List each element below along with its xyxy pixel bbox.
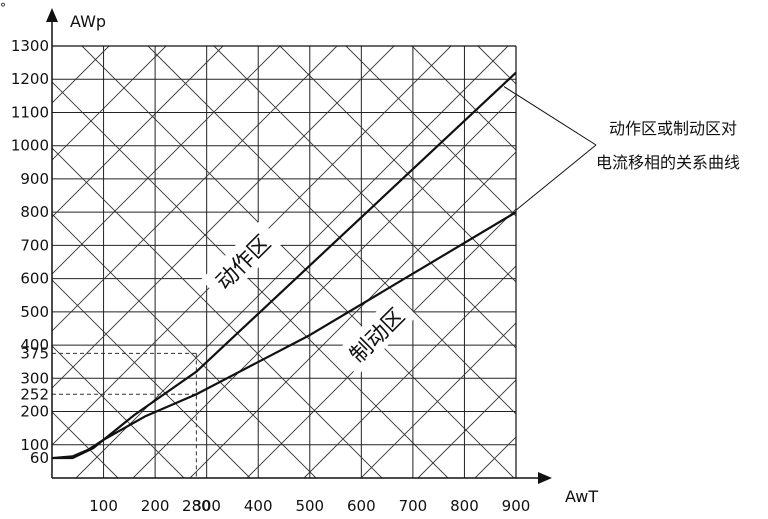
x-tick-label: 100 xyxy=(89,497,118,515)
hatch-line-falling xyxy=(610,46,768,478)
y-tick-label: 60 xyxy=(30,449,49,467)
annotation-line-2: 电流移相的关系曲线 xyxy=(596,153,740,172)
hatch-line-rising xyxy=(52,46,338,332)
hatch-line-rising xyxy=(189,151,516,478)
x-tick-label: 280 xyxy=(182,497,211,515)
y-tick-label: 200 xyxy=(20,403,49,421)
reference-lines xyxy=(52,352,197,478)
hatch-line-rising xyxy=(52,46,281,275)
x-tick-label: 200 xyxy=(141,497,170,515)
hatch-line-falling xyxy=(742,46,768,478)
y-tick-label: 1100 xyxy=(11,103,49,121)
x-tick-label: 900 xyxy=(502,497,531,515)
x-tick-label: 500 xyxy=(295,497,324,515)
hatch-line-falling xyxy=(477,46,516,85)
y-tick-label: 252 xyxy=(20,385,49,403)
annotation-leader-line xyxy=(515,144,597,211)
hatch-line-rising xyxy=(132,94,516,478)
diagonal-hatching xyxy=(52,46,768,478)
hatch-line-rising xyxy=(417,379,516,478)
annotation-leader-line xyxy=(503,86,597,146)
hatch-line-falling xyxy=(52,213,317,478)
hatch-line-falling xyxy=(147,46,516,415)
hatch-line-falling xyxy=(345,46,516,217)
hatch-line-falling xyxy=(213,46,516,349)
y-tick-label: 500 xyxy=(20,303,49,321)
y-tick-label: 100 xyxy=(20,436,49,454)
region-label-group: 制动区 xyxy=(335,293,418,376)
x-axis-arrow xyxy=(538,472,552,484)
x-tick-label: 600 xyxy=(347,497,376,515)
hatch-line-falling xyxy=(52,279,251,478)
hatch-line-falling xyxy=(544,46,768,478)
y-tick-label: 1200 xyxy=(11,70,49,88)
y-tick-label: 900 xyxy=(20,170,49,188)
y-tick-label: 800 xyxy=(20,203,49,221)
hatch-line-rising xyxy=(474,436,516,478)
hatch-line-rising xyxy=(75,46,509,478)
hatch-line-rising xyxy=(52,46,395,389)
hatch-line-falling xyxy=(411,46,516,151)
plot-frame xyxy=(52,45,517,478)
y-tick-label: 1000 xyxy=(11,137,49,155)
x-axis-label: AwT xyxy=(565,487,598,506)
y-axis-label: AWp xyxy=(70,12,106,31)
hatch-line-rising xyxy=(360,322,516,478)
y-tick-label: 600 xyxy=(20,270,49,288)
hatch-line-falling xyxy=(52,345,185,478)
x-tick-label: 800 xyxy=(450,497,479,515)
hatch-line-rising xyxy=(52,46,167,161)
y-tick-label: 700 xyxy=(20,236,49,254)
region-label-group: 动作区 xyxy=(201,220,284,303)
y-tick-label: 1300 xyxy=(11,37,49,55)
x-tick-label: 400 xyxy=(244,497,273,515)
annotation: 动作区或制动区对 电流移相的关系曲线 xyxy=(503,86,740,211)
annotation-line-1: 动作区或制动区对 xyxy=(609,119,737,138)
x-tick-label: 700 xyxy=(399,497,428,515)
hatch-line-falling xyxy=(81,46,515,478)
y-axis-arrow xyxy=(46,8,58,22)
hatch-line-rising xyxy=(303,265,516,478)
series-curve-1 xyxy=(52,71,517,460)
hatch-line-falling xyxy=(279,46,516,283)
hatch-line-falling xyxy=(52,147,383,478)
region-label-halo xyxy=(201,220,284,303)
hatch-line-rising xyxy=(52,46,224,218)
y-tick-label: 375 xyxy=(20,344,49,362)
y-tick-label: 400 xyxy=(20,336,49,354)
y-tick-label: 300 xyxy=(20,369,49,387)
series-curves xyxy=(51,71,517,460)
hatch-line-falling xyxy=(676,46,768,478)
chart-grid xyxy=(52,46,516,478)
axes xyxy=(46,8,552,484)
series-curve-2 xyxy=(51,211,517,460)
hatch-line-rising xyxy=(246,208,516,478)
region-label-halo xyxy=(335,293,418,376)
corner-mark: ° xyxy=(0,1,6,15)
x-tick-label: 300 xyxy=(192,497,221,515)
